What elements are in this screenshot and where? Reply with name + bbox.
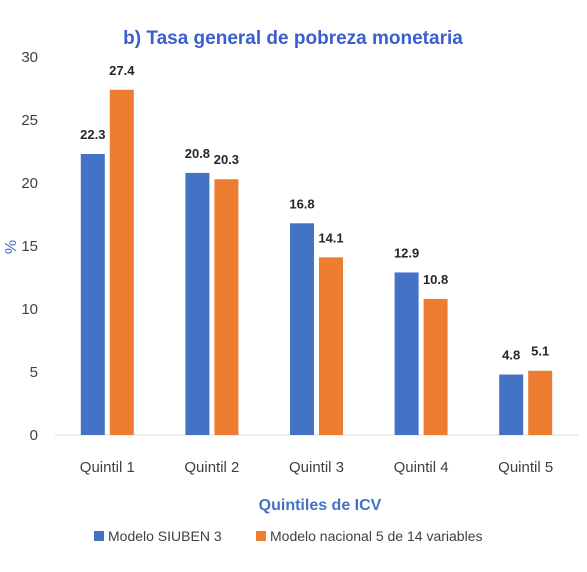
data-label: 20.3 — [214, 152, 239, 167]
data-label: 14.1 — [318, 230, 343, 245]
y-axis: 0 5 10 15 20 25 30 — [21, 49, 38, 444]
y-tick-label: 10 — [21, 301, 38, 318]
bar-siuben-2 — [185, 172, 210, 436]
data-label: 4.8 — [502, 348, 520, 363]
chart-title: b) Tasa general de pobreza monetaria — [123, 28, 463, 49]
legend-swatch — [94, 531, 104, 541]
bar-siuben-5 — [499, 374, 524, 435]
bar-nacional-1 — [109, 89, 134, 435]
x-tick-label: Quintil 4 — [394, 459, 449, 476]
data-label: 20.8 — [185, 146, 210, 161]
data-label: 5.1 — [531, 344, 549, 359]
bars — [80, 89, 553, 436]
y-tick-label: 25 — [21, 112, 38, 129]
y-tick-label: 0 — [30, 427, 38, 444]
bar-nacional-2 — [214, 179, 239, 435]
y-tick-label: 5 — [30, 364, 38, 381]
bar-nacional-3 — [319, 257, 343, 435]
bar-siuben-3 — [290, 223, 314, 435]
x-axis: Quintil 1 Quintil 2 Quintil 3 Quintil 4 Quin… — [80, 459, 553, 476]
legend-label: Modelo nacional 5 de 14 variables — [270, 528, 482, 544]
y-tick-label: 15 — [21, 238, 38, 255]
x-tick-label: Quintil 1 — [80, 459, 135, 476]
legend-label: Modelo SIUBEN 3 — [108, 528, 222, 544]
bar-siuben-4 — [394, 272, 419, 435]
y-tick-label: 20 — [21, 175, 38, 192]
data-labels: 22.3 27.4 20.8 20.3 16.8 14.1 12.9 10.8 4.8 5.1 — [80, 63, 549, 363]
bar-nacional-4 — [423, 298, 448, 435]
data-label: 27.4 — [109, 63, 135, 78]
x-axis-title: Quintiles de ICV — [259, 497, 382, 514]
legend: Modelo SIUBEN 3 Modelo nacional 5 de 14 v… — [94, 528, 482, 544]
data-label: 10.8 — [423, 272, 448, 287]
data-label: 22.3 — [80, 127, 105, 142]
y-tick-label: 30 — [21, 49, 38, 66]
bar-siuben-1 — [80, 154, 105, 435]
data-label: 12.9 — [394, 245, 419, 260]
y-axis-label: % — [3, 240, 20, 254]
x-tick-label: Quintil 2 — [184, 459, 239, 476]
x-tick-label: Quintil 5 — [498, 459, 553, 476]
legend-swatch — [256, 531, 266, 541]
data-label: 16.8 — [289, 196, 314, 211]
bar-nacional-5 — [528, 370, 553, 435]
x-tick-label: Quintil 3 — [289, 459, 344, 476]
